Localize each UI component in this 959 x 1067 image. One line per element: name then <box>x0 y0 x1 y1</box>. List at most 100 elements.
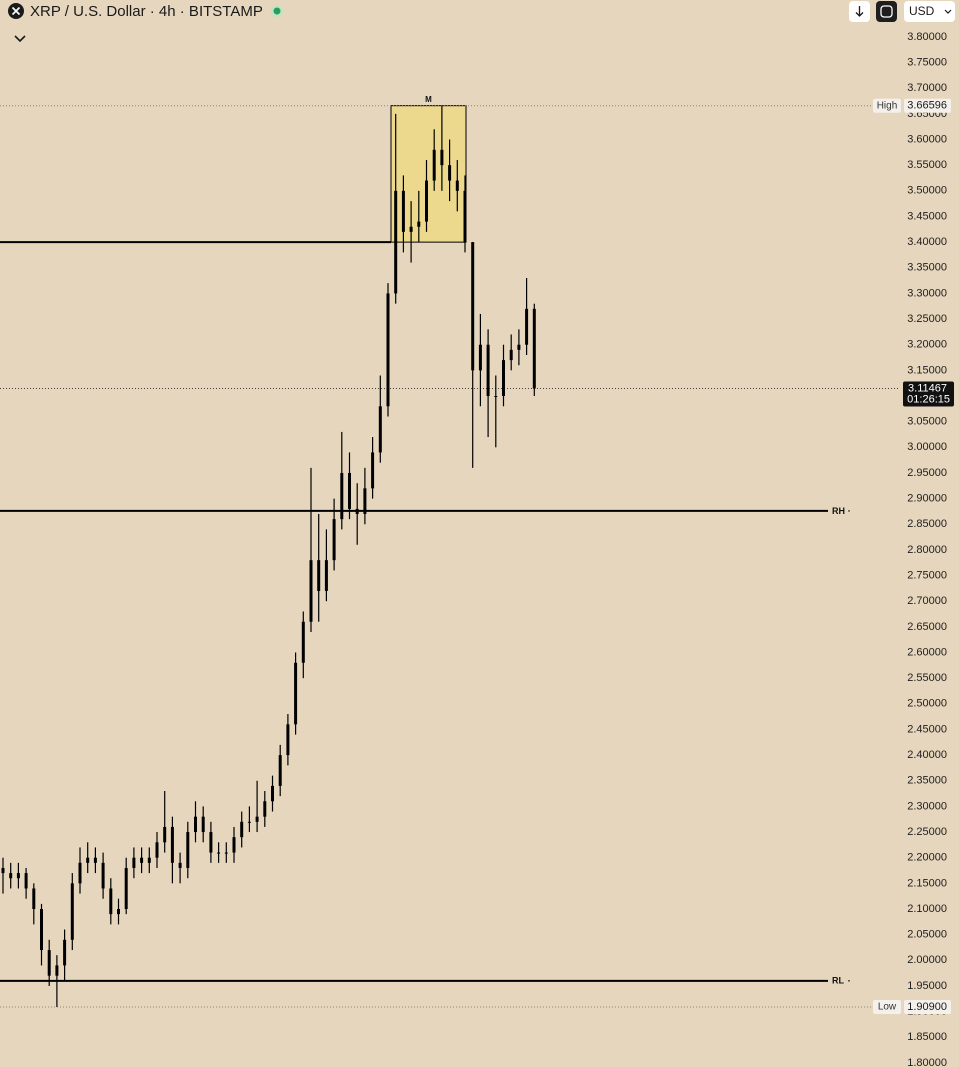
status-dot <box>273 7 281 15</box>
candle-body <box>378 406 382 453</box>
candle-body <box>478 344 482 371</box>
candle-body <box>40 909 43 951</box>
candle-body <box>278 755 282 786</box>
y-tick-label: 2.55000 <box>907 672 947 684</box>
candle-body <box>224 852 228 854</box>
candle-body <box>486 344 490 397</box>
y-tick-label: 2.10000 <box>907 903 947 915</box>
extreme-value-bg <box>904 98 951 113</box>
candle-body <box>271 785 274 802</box>
extreme-value: 1.90900 <box>907 1001 947 1013</box>
candle-body <box>309 560 313 622</box>
candle-body <box>124 867 128 910</box>
candle-body <box>86 857 90 863</box>
level-dot <box>848 510 850 512</box>
candle-body <box>502 360 505 397</box>
candle-body <box>401 190 405 232</box>
candle-body <box>455 180 459 191</box>
y-tick-label: 2.70000 <box>907 595 947 607</box>
last-price-label: 3.11467 <box>908 382 947 394</box>
candle-body <box>55 965 59 976</box>
extreme-tag-bg <box>873 999 901 1014</box>
candle-body <box>409 226 413 232</box>
y-tick-label: 2.65000 <box>907 621 947 633</box>
y-tick-label: 2.45000 <box>907 723 947 735</box>
candle-body <box>209 832 213 853</box>
y-tick-label: 3.75000 <box>907 56 947 68</box>
y-tick-label: 3.50000 <box>907 185 947 197</box>
candle-body <box>93 857 97 863</box>
currency-button[interactable] <box>904 1 955 22</box>
y-tick-label: 3.40000 <box>907 236 947 248</box>
candle-body <box>324 560 328 591</box>
y-tick-label: 1.85000 <box>907 1031 947 1043</box>
y-tick-label: 2.35000 <box>907 775 947 787</box>
currency-chevron <box>944 9 952 14</box>
y-tick-label: 2.25000 <box>907 826 947 838</box>
extreme-tag-bg <box>873 98 901 113</box>
extreme-value: 3.66596 <box>907 100 947 112</box>
y-tick-label: 2.75000 <box>907 569 947 581</box>
y-tick-label: 3.80000 <box>907 31 947 43</box>
extreme-tag: High <box>877 100 898 111</box>
candle-body <box>47 950 51 976</box>
y-tick-label: 3.30000 <box>907 287 947 299</box>
candle-body <box>155 842 159 858</box>
candle-body <box>394 190 398 294</box>
candle-body <box>147 857 151 863</box>
y-tick-label: 3.45000 <box>907 210 947 222</box>
candle-body <box>232 837 236 853</box>
candle-body <box>471 242 475 371</box>
last-price-badge <box>903 381 954 407</box>
candle-body <box>101 862 105 889</box>
candle-body <box>24 873 28 889</box>
y-tick-label: 2.85000 <box>907 518 947 530</box>
candle-body <box>194 816 197 833</box>
expand-chevron[interactable] <box>14 35 26 43</box>
candle-body <box>425 180 428 222</box>
box-label: M <box>425 95 432 104</box>
candle-body <box>63 939 67 966</box>
y-tick-label: 2.60000 <box>907 646 947 658</box>
candle-body <box>509 349 513 361</box>
extreme-value-bg <box>904 999 951 1014</box>
candle-body <box>240 821 244 838</box>
level-label: RH <box>832 506 845 516</box>
y-tick-label: 1.80000 <box>907 1057 947 1067</box>
y-tick-label: 3.35000 <box>907 262 947 274</box>
y-tick-label: 3.70000 <box>907 82 947 94</box>
candle-body <box>255 816 259 822</box>
candle-body <box>317 560 321 591</box>
candle-body <box>371 452 375 489</box>
candle-body <box>348 472 351 509</box>
y-tick-label: 3.55000 <box>907 159 947 171</box>
y-tick-label: 2.15000 <box>907 877 947 889</box>
candle-body <box>109 888 113 915</box>
candle-body <box>463 190 467 243</box>
candle-body <box>494 396 498 398</box>
candle-body <box>417 221 421 227</box>
candle-body <box>263 801 267 817</box>
currency-label: USD <box>909 4 935 18</box>
replay-icon <box>880 5 893 18</box>
candle-body <box>16 873 20 879</box>
candle-body <box>32 888 36 910</box>
candle-body <box>286 724 290 756</box>
countdown-label: 01:26:15 <box>907 393 950 405</box>
y-tick-label: 2.40000 <box>907 749 947 761</box>
y-tick-label: 1.95000 <box>907 980 947 992</box>
candle-body <box>363 488 367 515</box>
candle-body <box>294 662 298 725</box>
y-tick-label: 2.30000 <box>907 800 947 812</box>
replay-button[interactable] <box>876 1 897 22</box>
y-tick-label: 3.20000 <box>907 339 947 351</box>
level-label: RL <box>832 976 844 986</box>
y-tick-label: 2.95000 <box>907 467 947 479</box>
level-dot <box>848 980 850 982</box>
candle-body <box>448 165 452 181</box>
candle-body <box>355 508 359 515</box>
candle-body <box>186 832 190 868</box>
